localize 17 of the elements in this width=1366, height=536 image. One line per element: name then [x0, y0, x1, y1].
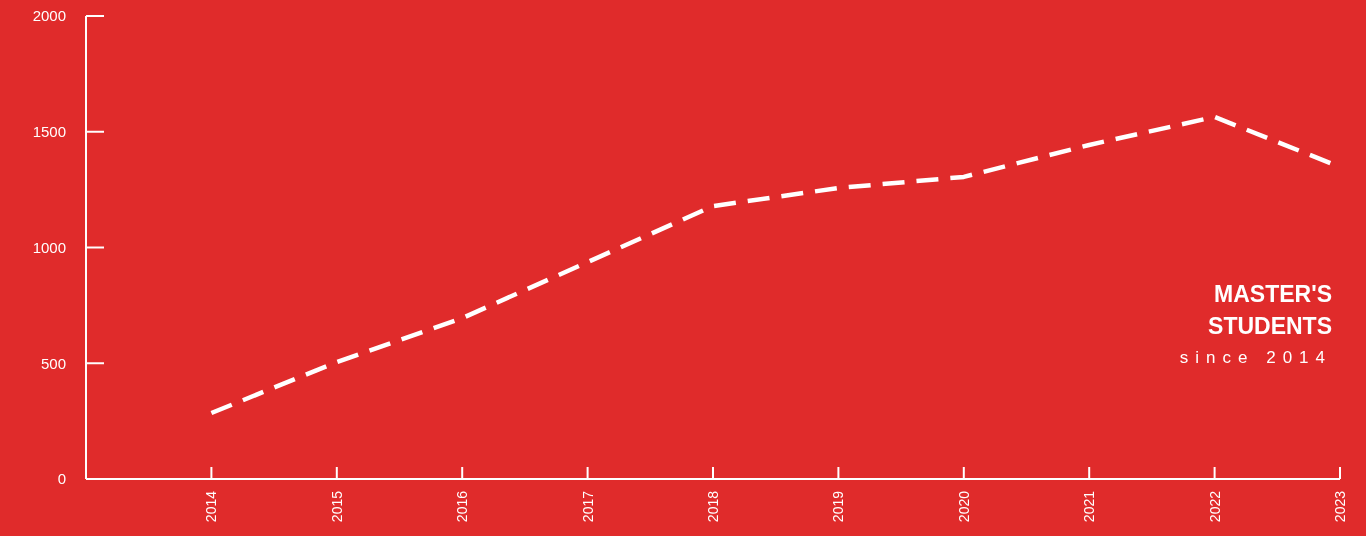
x-tick-label: 2022: [1206, 490, 1223, 523]
y-tick-label: 2000: [32, 7, 66, 25]
text: since 2014: [1179, 348, 1332, 367]
y-tick-label: 1500: [32, 123, 66, 140]
x-tick-label: 2021: [1081, 490, 1098, 523]
x-tick-label: 2015: [328, 490, 345, 523]
x-tick-label: 2019: [830, 490, 847, 523]
x-tick-label: 2017: [579, 490, 596, 523]
x-tick-label: 2018: [704, 490, 721, 523]
x-tick-label: 2014: [203, 490, 220, 523]
y-tick-label: 0: [57, 470, 66, 488]
x-tick-label: 2023: [1331, 490, 1348, 523]
x-tick-label: 2016: [454, 490, 471, 523]
x-tick-label: 2020: [955, 490, 972, 523]
y-tick-label: 1000: [32, 238, 66, 256]
y-tick-label: 500: [40, 354, 66, 372]
text: MASTER'S STUDENTS: [1208, 281, 1332, 339]
